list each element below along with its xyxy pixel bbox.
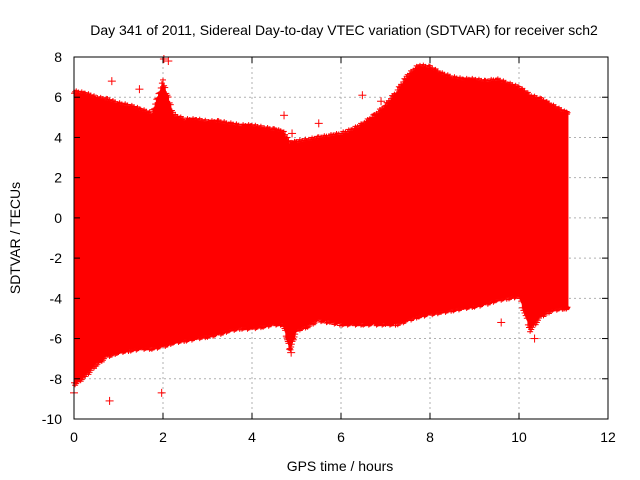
y-tick-label: -4 bbox=[50, 290, 63, 306]
x-tick-label: 12 bbox=[600, 429, 616, 445]
x-tick-label: 2 bbox=[159, 429, 167, 445]
outlier-point bbox=[157, 388, 166, 397]
outlier-point bbox=[159, 55, 168, 64]
outlier-point bbox=[107, 77, 116, 86]
outlier-point bbox=[530, 334, 539, 343]
y-tick-label: 4 bbox=[54, 129, 62, 145]
outlier-point bbox=[164, 57, 173, 66]
x-tick-label: 10 bbox=[511, 429, 527, 445]
outlier-point bbox=[280, 111, 289, 120]
outlier-point bbox=[135, 85, 144, 94]
y-tick-label: 8 bbox=[54, 49, 62, 65]
tick-layer bbox=[73, 56, 609, 420]
outlier-point bbox=[377, 97, 386, 106]
chart-title: Day 341 of 2011, Sidereal Day-to-day VTE… bbox=[90, 22, 598, 38]
outlier-point bbox=[132, 107, 141, 116]
data-layer bbox=[71, 62, 571, 388]
y-tick-labels: -10 -8 -6 -4 -2 0 2 4 6 8 bbox=[42, 49, 62, 427]
x-tick-label: 6 bbox=[337, 429, 345, 445]
y-tick-label: -10 bbox=[42, 411, 62, 427]
y-axis-title: SDTVAR / TECUs bbox=[7, 182, 23, 294]
y-tick-label: 2 bbox=[54, 170, 62, 186]
outlier-point bbox=[287, 348, 296, 357]
outlier-point bbox=[314, 119, 323, 128]
x-axis-title: GPS time / hours bbox=[287, 458, 394, 474]
outlier-point bbox=[288, 129, 297, 138]
x-tick-labels: 0 2 4 6 8 10 12 bbox=[70, 429, 616, 445]
outlier-point bbox=[497, 87, 506, 96]
outlier-point bbox=[497, 318, 506, 327]
y-tick-label: -2 bbox=[50, 250, 63, 266]
y-tick-label: 0 bbox=[54, 210, 62, 226]
outlier-point bbox=[358, 91, 367, 100]
x-tick-label: 8 bbox=[426, 429, 434, 445]
outlier-point bbox=[105, 396, 114, 405]
x-tick-label: 0 bbox=[70, 429, 78, 445]
y-tick-label: 6 bbox=[54, 89, 62, 105]
x-tick-label: 4 bbox=[248, 429, 256, 445]
y-tick-label: -8 bbox=[50, 371, 63, 387]
y-tick-label: -6 bbox=[50, 331, 63, 347]
